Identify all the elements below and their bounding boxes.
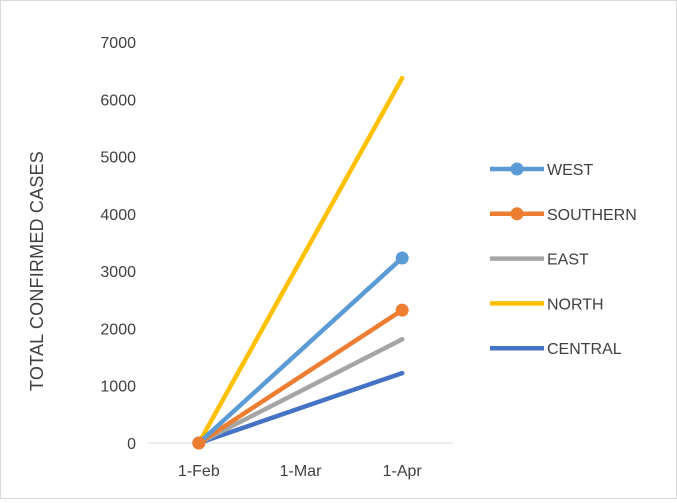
legend-label-north: NORTH xyxy=(547,296,604,313)
legend-item-east: EAST xyxy=(490,252,589,269)
legend-item-west: WEST xyxy=(490,162,593,179)
y-tick-label: 3000 xyxy=(100,264,136,281)
legend: WEST SOUTHERN EAST NORTH CENTRAL xyxy=(490,162,637,358)
y-tick-label: 4000 xyxy=(100,207,136,224)
x-tick-label: 1-Apr xyxy=(383,463,423,480)
series-line-central xyxy=(196,370,405,446)
data-point-west xyxy=(395,251,409,265)
series-line-north xyxy=(196,75,405,446)
series-lines xyxy=(192,75,409,450)
x-tick-label: 1-Mar xyxy=(280,463,322,480)
axes: 0 1000 2000 3000 4000 5000 6000 7000 1-Feb 1-Mar 1… xyxy=(100,35,453,480)
y-tick-label: 6000 xyxy=(100,92,136,109)
data-point-southern xyxy=(395,303,409,317)
y-tick-label: 7000 xyxy=(100,35,136,52)
y-tick-label: 0 xyxy=(127,436,136,453)
legend-item-north: NORTH xyxy=(490,296,604,313)
y-tick-label: 5000 xyxy=(100,150,136,167)
series-line-east xyxy=(196,337,405,446)
legend-item-southern: SOUTHERN xyxy=(490,207,637,224)
x-tick-label: 1-Feb xyxy=(178,463,220,480)
legend-label-east: EAST xyxy=(547,252,589,269)
legend-label-southern: SOUTHERN xyxy=(547,207,637,224)
legend-marker-west xyxy=(510,162,524,176)
data-point-southern xyxy=(192,436,206,450)
legend-label-central: CENTRAL xyxy=(547,341,622,358)
y-axis-label: TOTAL CONFIRMED CASES xyxy=(27,151,47,391)
series-line-west xyxy=(196,255,405,446)
series-line-southern xyxy=(196,307,405,446)
legend-label-west: WEST xyxy=(547,162,593,179)
y-tick-label: 2000 xyxy=(100,321,136,338)
legend-marker-southern xyxy=(510,207,524,221)
y-tick-label: 1000 xyxy=(100,379,136,396)
legend-item-central: CENTRAL xyxy=(490,341,622,358)
